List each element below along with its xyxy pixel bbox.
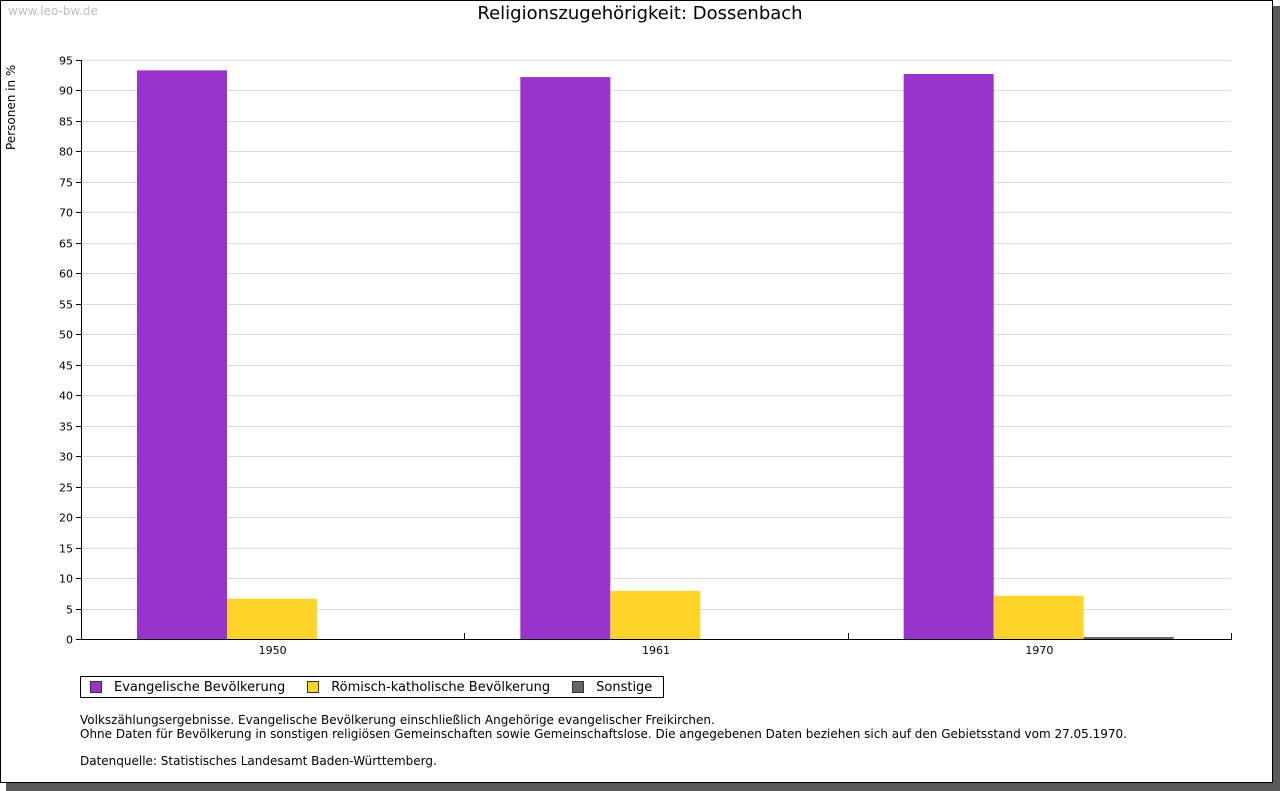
y-tick-label-30: 30 (59, 451, 73, 464)
legend-swatch-evangelisch (90, 681, 102, 693)
x-tick-label-1961: 1961 (642, 644, 670, 657)
legend-swatch-katholisch (307, 681, 320, 693)
y-tick-label-20: 20 (59, 512, 73, 525)
bar-1950-s1 (227, 598, 317, 639)
note-line-1: Volkszählungsergebnisse. Evangelische Be… (80, 713, 715, 727)
x-tick-label-1970: 1970 (1025, 644, 1053, 657)
bar-1961-s0 (520, 77, 611, 640)
legend: Evangelische Bevölkerung Römisch-katholi… (80, 676, 665, 698)
bar-1950-s0 (137, 70, 227, 639)
y-tick-label-90: 90 (59, 85, 73, 98)
y-tick-label-65: 65 (59, 238, 73, 251)
x-tick-label-1950: 1950 (259, 644, 287, 657)
y-tick-label-80: 80 (59, 146, 73, 159)
legend-item-sonstige: Sonstige (572, 680, 652, 695)
bar-1970-s2 (1083, 637, 1174, 639)
y-tick-label-5: 5 (66, 604, 73, 617)
legend-item-katholisch: Römisch-katholische Bevölkerung (307, 680, 550, 695)
legend-item-evangelisch: Evangelische Bevölkerung (90, 680, 285, 695)
y-tick-label-45: 45 (59, 360, 73, 373)
y-tick-label-85: 85 (59, 116, 73, 129)
y-tick-label-75: 75 (59, 177, 73, 190)
y-tick-label-55: 55 (59, 299, 73, 312)
legend-swatch-sonstige (572, 681, 585, 693)
y-tick-label-0: 0 (66, 634, 73, 647)
frame-shadow-right (1273, 6, 1280, 791)
chart-title: Religionszugehörigkeit: Dossenbach (477, 3, 803, 24)
y-tick-label-15: 15 (59, 543, 73, 556)
y-tick-label-10: 10 (59, 573, 73, 586)
data-source: Datenquelle: Statistisches Landesamt Bad… (80, 754, 437, 768)
note-line-2: Ohne Daten für Bevölkerung in sonstigen … (80, 727, 1127, 741)
y-tick-label-60: 60 (59, 268, 73, 281)
bar-1970-s0 (903, 74, 994, 640)
legend-label-sonstige: Sonstige (596, 679, 653, 695)
y-tick-label-35: 35 (59, 421, 73, 434)
y-tick-label-70: 70 (59, 207, 73, 220)
y-tick-label-25: 25 (59, 482, 73, 495)
frame-shadow-bottom (6, 783, 1280, 791)
y-tick-label-50: 50 (59, 329, 73, 342)
legend-label-katholisch: Römisch-katholische Bevölkerung (331, 679, 551, 695)
watermark: www.leo-bw.de (8, 4, 98, 18)
bar-1970-s1 (993, 595, 1084, 639)
bar-1961-s1 (610, 590, 701, 639)
y-tick-label-40: 40 (59, 390, 73, 403)
legend-label-evangelisch: Evangelische Bevölkerung (114, 679, 286, 695)
y-tick-label-95: 95 (59, 55, 73, 68)
chart-notes: Volkszählungsergebnisse. Evangelische Be… (80, 713, 1127, 768)
